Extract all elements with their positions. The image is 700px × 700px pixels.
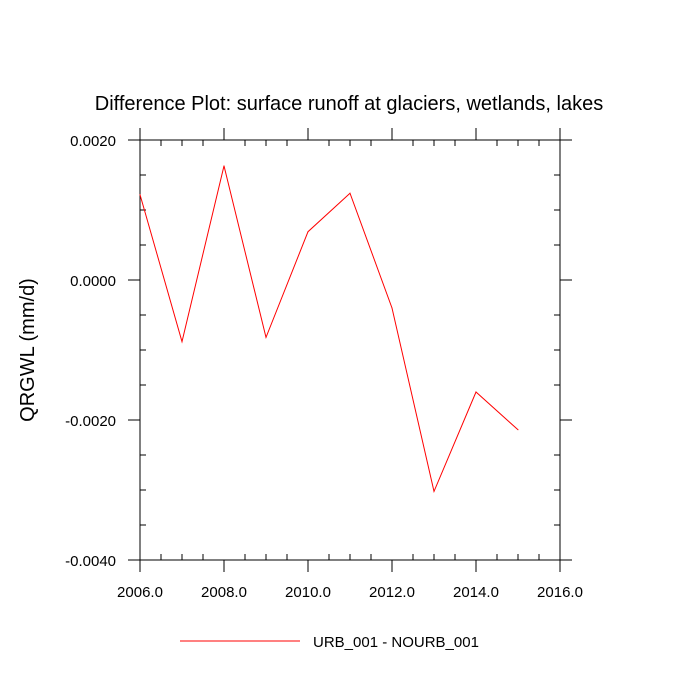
y-tick-label: 0.0020 xyxy=(70,133,116,150)
y-tick-label: -0.0040 xyxy=(65,553,116,570)
data-point xyxy=(349,192,351,194)
y-axis-label: QRGWL (mm/d) xyxy=(17,278,39,422)
x-tick-label: 2008.0 xyxy=(201,584,247,601)
series-line xyxy=(139,165,519,494)
plot-border xyxy=(139,139,561,561)
x-tick-label: 2006.0 xyxy=(117,584,163,601)
data-point xyxy=(475,391,477,393)
y-tick-label: 0.0000 xyxy=(70,273,116,290)
y-tick-label: -0.0020 xyxy=(65,413,116,430)
chart-title: Difference Plot: surface runoff at glaci… xyxy=(95,93,603,115)
plot-frame xyxy=(139,139,561,561)
legend: URB_001 - NOURB_001 xyxy=(180,634,479,651)
data-point xyxy=(307,231,309,233)
data-point xyxy=(433,490,435,492)
x-tick-label: 2012.0 xyxy=(369,584,415,601)
x-tick-label: 2010.0 xyxy=(285,584,331,601)
data-point xyxy=(265,336,267,338)
data-point xyxy=(223,165,225,167)
x-tick-label: 2016.0 xyxy=(537,584,583,601)
series-group xyxy=(139,165,519,494)
data-point xyxy=(391,307,393,309)
data-point xyxy=(139,194,141,196)
axis-ticks xyxy=(128,128,572,572)
data-point xyxy=(181,341,183,343)
axis-tick-labels: 2006.0 2008.0 2010.0 2012.0 2014.0 2016.0 0.00… xyxy=(65,133,583,601)
x-tick-label: 2014.0 xyxy=(453,584,499,601)
data-point xyxy=(517,429,519,431)
legend-label: URB_001 - NOURB_001 xyxy=(313,634,479,651)
